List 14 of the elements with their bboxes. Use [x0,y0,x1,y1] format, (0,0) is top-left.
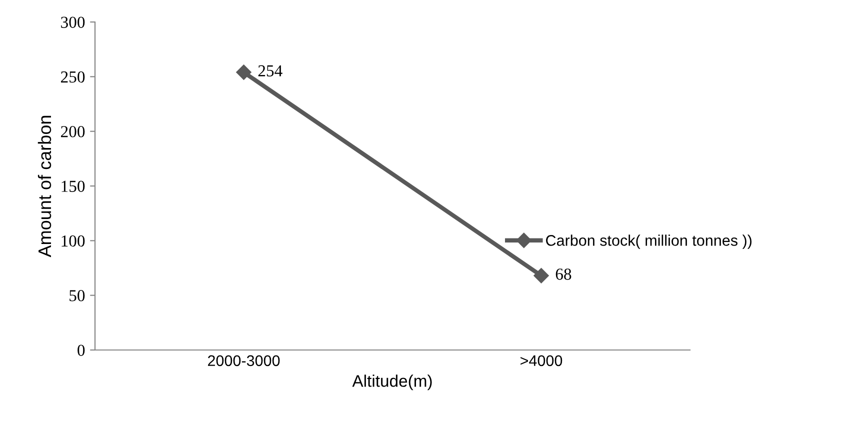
y-tick-label: 100 [62,235,85,247]
x-tick-label: >4000 [520,355,562,366]
x-tick-label: 2000-3000 [208,355,280,366]
y-tick-label: 200 [61,126,85,138]
y-tick-label: 300 [61,16,85,28]
y-tick-label: 150 [62,180,85,192]
y-tick-label: 0 [78,344,85,356]
y-tick-label: 50 [70,290,85,302]
x-axis-title: Altitude(m) [352,374,432,390]
data-label: 254 [258,65,282,76]
y-tick-label: 250 [61,71,85,83]
legend-label: Carbon stock( million tonnes )) [546,234,752,249]
data-label: 68 [556,268,572,280]
y-axis-title: Amount of carbon [38,116,52,258]
